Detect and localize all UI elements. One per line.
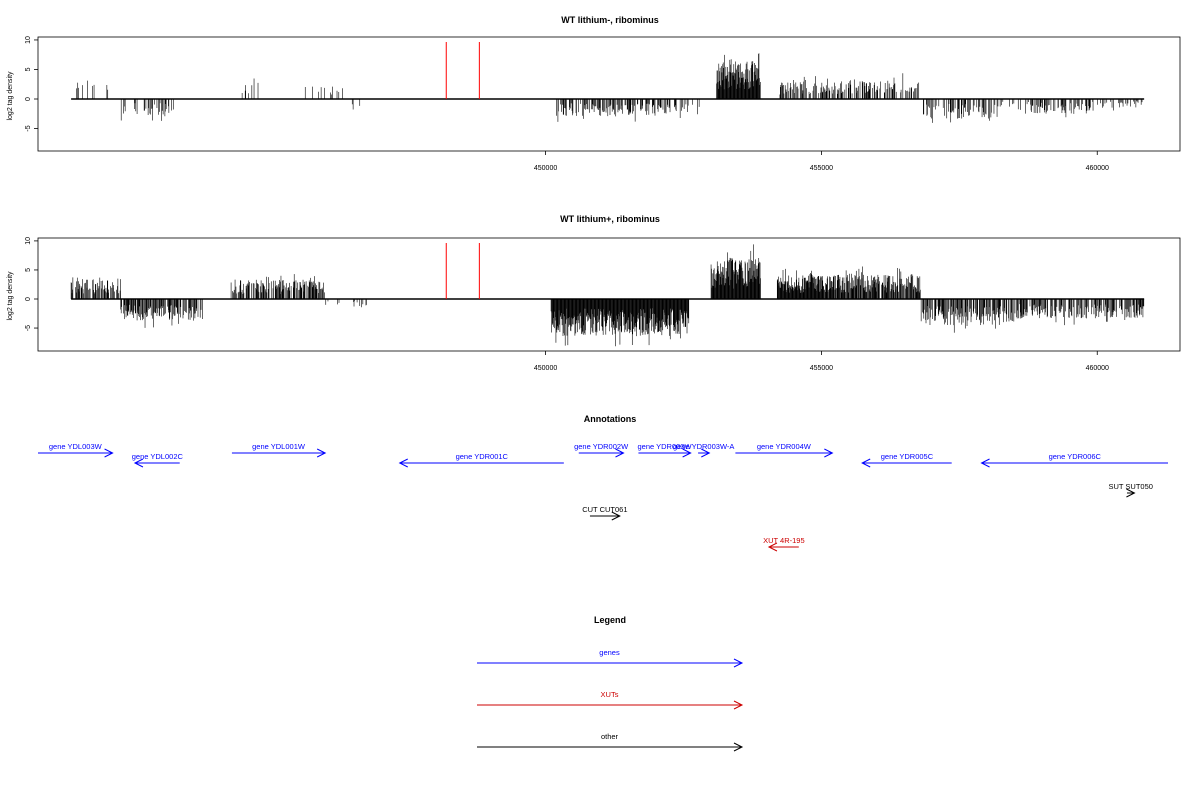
annotation-feature: gene YDR003W bbox=[638, 442, 693, 458]
feature-label: gene YDL001W bbox=[252, 442, 306, 451]
density-bars bbox=[70, 244, 1145, 347]
legend-label: genes bbox=[599, 648, 620, 657]
x-tick-label: 460000 bbox=[1086, 365, 1109, 372]
feature-label: SUT SUT050 bbox=[1108, 482, 1152, 491]
feature-label: gene YDR004W bbox=[757, 442, 812, 451]
feature-arrow-head bbox=[980, 458, 990, 468]
plot-frame bbox=[37, 36, 1181, 152]
track-panel-lithium-plus: WT lithium+, ribominus log2 tag density … bbox=[7, 214, 1181, 372]
plot-frame bbox=[37, 237, 1181, 352]
x-tick-label: 450000 bbox=[534, 165, 557, 172]
legend-entry: XUTs bbox=[477, 690, 744, 710]
y-tick-label: 0 bbox=[25, 297, 32, 301]
feature-label: gene YDR001C bbox=[456, 452, 509, 461]
annotation-feature: SUT SUT050 bbox=[1108, 482, 1153, 498]
annotation-feature: gene YDL002C bbox=[132, 452, 184, 468]
feature-arrow-head bbox=[767, 542, 778, 552]
feature-label: gene YDL002C bbox=[132, 452, 184, 461]
legend-entry: genes bbox=[477, 648, 744, 668]
legend-entry: other bbox=[477, 732, 744, 752]
feature-label: gene YDR003W bbox=[638, 442, 693, 451]
y-tick-label: -5 bbox=[25, 325, 32, 331]
annotation-feature: gene YDR002W bbox=[574, 442, 629, 458]
y-tick-label: 5 bbox=[25, 67, 32, 71]
legend-arrow-head bbox=[733, 742, 744, 752]
y-tick-label: 10 bbox=[25, 237, 32, 245]
feature-arrow-head bbox=[861, 458, 871, 468]
annotation-feature: gene YDR003W-A bbox=[673, 442, 734, 458]
annotation-feature: gene YDR001C bbox=[398, 452, 564, 468]
feature-arrow-head bbox=[682, 448, 692, 458]
density-bars bbox=[76, 53, 1143, 123]
y-tick-label: 5 bbox=[25, 268, 32, 272]
annotation-feature: gene YDR004W bbox=[735, 442, 834, 458]
feature-label: CUT CUT061 bbox=[582, 505, 627, 514]
track-panel-lithium-minus: WT lithium-, ribominus log2 tag density … bbox=[7, 15, 1181, 172]
x-tick-label: 450000 bbox=[534, 365, 557, 372]
y-tick-label: -5 bbox=[25, 125, 32, 131]
legend-arrow-head bbox=[733, 700, 744, 710]
annotation-panel: Annotations gene YDL003W gene YDL002C gene… bbox=[38, 414, 1168, 552]
feature-label: gene YDR005C bbox=[881, 452, 934, 461]
x-tick-label: 455000 bbox=[810, 165, 833, 172]
y-tick-label: 0 bbox=[25, 97, 32, 101]
feature-arrow-head bbox=[398, 458, 408, 468]
legend-label: other bbox=[601, 732, 619, 741]
annotation-feature: gene YDR006C bbox=[980, 452, 1168, 468]
x-tick-label: 460000 bbox=[1086, 165, 1109, 172]
y-axis-label: log2 tag density bbox=[7, 271, 14, 321]
feature-arrow-head bbox=[611, 511, 621, 521]
legend-title: Legend bbox=[594, 615, 626, 625]
legend-panel: Legend genes XUTs other bbox=[477, 615, 744, 752]
feature-arrow-head bbox=[824, 448, 834, 458]
feature-label: gene YDR003W-A bbox=[673, 442, 734, 451]
feature-arrow-head bbox=[615, 448, 625, 458]
feature-arrow-head bbox=[1126, 488, 1136, 498]
feature-arrow-head bbox=[104, 448, 114, 458]
feature-arrow-head bbox=[316, 448, 327, 458]
annotation-feature: CUT CUT061 bbox=[582, 505, 628, 521]
annotation-feature: gene YDL003W bbox=[38, 442, 114, 458]
annotation-feature: XUT 4R-195 bbox=[763, 536, 805, 552]
feature-label: gene YDR002W bbox=[574, 442, 629, 451]
feature-label: XUT 4R-195 bbox=[763, 536, 805, 545]
track-title: WT lithium+, ribominus bbox=[560, 214, 660, 224]
feature-label: gene YDR006C bbox=[1049, 452, 1102, 461]
legend-arrow-head bbox=[733, 658, 744, 668]
annotations-title: Annotations bbox=[584, 414, 637, 424]
annotation-feature: gene YDR005C bbox=[861, 452, 952, 468]
feature-label: gene YDL003W bbox=[49, 442, 103, 451]
feature-arrow-head bbox=[701, 448, 711, 458]
y-axis-label: log2 tag density bbox=[7, 71, 14, 121]
y-tick-label: 10 bbox=[25, 36, 32, 44]
feature-arrow-head bbox=[133, 458, 144, 468]
legend-label: XUTs bbox=[601, 690, 619, 699]
track-title: WT lithium-, ribominus bbox=[561, 15, 659, 25]
annotation-feature: gene YDL001W bbox=[231, 442, 327, 458]
x-tick-label: 455000 bbox=[810, 365, 833, 372]
